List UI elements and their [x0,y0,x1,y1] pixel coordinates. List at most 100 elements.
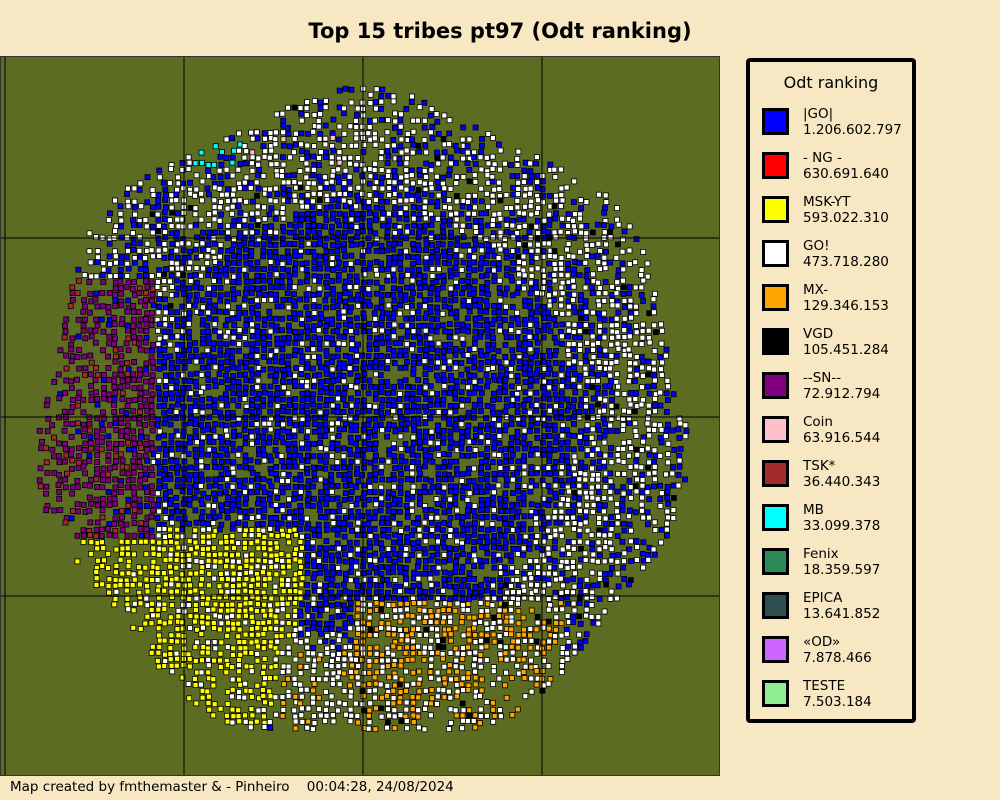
village-marker[interactable] [398,184,405,191]
village-marker[interactable] [367,440,374,447]
village-marker[interactable] [546,285,553,292]
village-marker[interactable] [137,253,144,260]
village-marker[interactable] [236,490,243,497]
village-marker[interactable] [564,458,571,465]
village-marker[interactable] [334,459,341,466]
village-marker[interactable] [434,500,441,507]
village-marker[interactable] [447,185,454,192]
village-marker[interactable] [328,390,335,397]
village-marker[interactable] [285,441,292,448]
village-marker[interactable] [293,508,299,515]
village-marker[interactable] [503,221,510,228]
village-marker[interactable] [515,488,521,495]
village-marker[interactable] [143,526,150,533]
village-marker[interactable] [279,346,286,353]
village-marker[interactable] [223,191,230,198]
village-marker[interactable] [546,302,553,309]
village-marker[interactable] [273,396,280,403]
village-marker[interactable] [93,273,100,280]
village-marker[interactable] [533,160,539,167]
village-marker[interactable] [632,483,639,490]
village-marker[interactable] [663,352,669,359]
village-marker[interactable] [94,372,101,378]
village-marker[interactable] [359,172,366,179]
village-marker[interactable] [328,420,335,427]
village-marker[interactable] [222,391,229,398]
village-marker[interactable] [590,354,597,361]
village-marker[interactable] [644,383,651,390]
village-marker[interactable] [372,395,379,402]
village-marker[interactable] [198,358,205,365]
village-marker[interactable] [557,228,564,235]
village-marker[interactable] [303,260,310,267]
village-marker[interactable] [361,271,368,278]
village-marker[interactable] [552,322,559,328]
village-marker[interactable] [471,520,478,527]
village-marker[interactable] [465,422,472,429]
village-marker[interactable] [385,217,392,224]
village-marker[interactable] [75,420,81,427]
village-marker[interactable] [640,396,646,403]
village-marker[interactable] [162,476,169,483]
village-marker[interactable] [212,496,219,503]
village-marker[interactable] [366,117,373,124]
village-marker[interactable] [340,185,347,192]
village-marker[interactable] [311,421,318,428]
village-marker[interactable] [136,420,143,427]
village-marker[interactable] [112,197,118,204]
village-marker[interactable] [440,234,447,241]
village-marker[interactable] [497,447,504,454]
village-marker[interactable] [346,199,353,206]
village-marker[interactable] [298,329,305,336]
village-marker[interactable] [267,521,274,528]
village-marker[interactable] [470,414,477,421]
village-marker[interactable] [279,273,286,280]
village-marker[interactable] [664,377,671,384]
village-marker[interactable] [615,272,622,279]
village-marker[interactable] [415,308,422,315]
village-marker[interactable] [495,265,502,272]
village-marker[interactable] [397,180,403,186]
village-marker[interactable] [559,378,566,385]
village-marker[interactable] [626,513,632,520]
village-marker[interactable] [193,265,200,272]
village-marker[interactable] [409,531,415,538]
village-marker[interactable] [218,161,225,168]
village-marker[interactable] [88,333,95,340]
village-marker[interactable] [366,527,373,534]
village-marker[interactable] [390,347,397,354]
village-marker[interactable] [161,241,168,247]
village-marker[interactable] [582,328,589,335]
village-marker[interactable] [645,415,651,422]
village-marker[interactable] [223,533,230,540]
village-marker[interactable] [280,136,287,143]
village-marker[interactable] [501,242,508,249]
village-marker[interactable] [262,291,269,298]
village-marker[interactable] [198,471,205,478]
village-marker[interactable] [379,340,386,347]
village-marker[interactable] [341,520,348,527]
village-marker[interactable] [373,279,380,286]
village-marker[interactable] [243,198,250,205]
village-marker[interactable] [287,279,293,285]
village-marker[interactable] [454,321,461,328]
village-marker[interactable] [502,446,509,453]
village-marker[interactable] [597,285,603,291]
village-marker[interactable] [396,310,403,317]
village-marker[interactable] [218,379,225,386]
village-marker[interactable] [477,428,484,435]
village-marker[interactable] [273,507,280,514]
village-marker[interactable] [230,191,237,198]
village-marker[interactable] [508,458,515,464]
village-marker[interactable] [206,483,213,490]
village-marker[interactable] [324,489,331,496]
village-marker[interactable] [106,240,113,247]
village-marker[interactable] [342,167,349,174]
village-marker[interactable] [161,526,168,532]
village-marker[interactable] [377,192,384,199]
village-marker[interactable] [243,272,250,279]
village-marker[interactable] [434,323,441,330]
village-marker[interactable] [273,111,280,118]
village-marker[interactable] [602,290,609,297]
village-marker[interactable] [346,173,353,180]
